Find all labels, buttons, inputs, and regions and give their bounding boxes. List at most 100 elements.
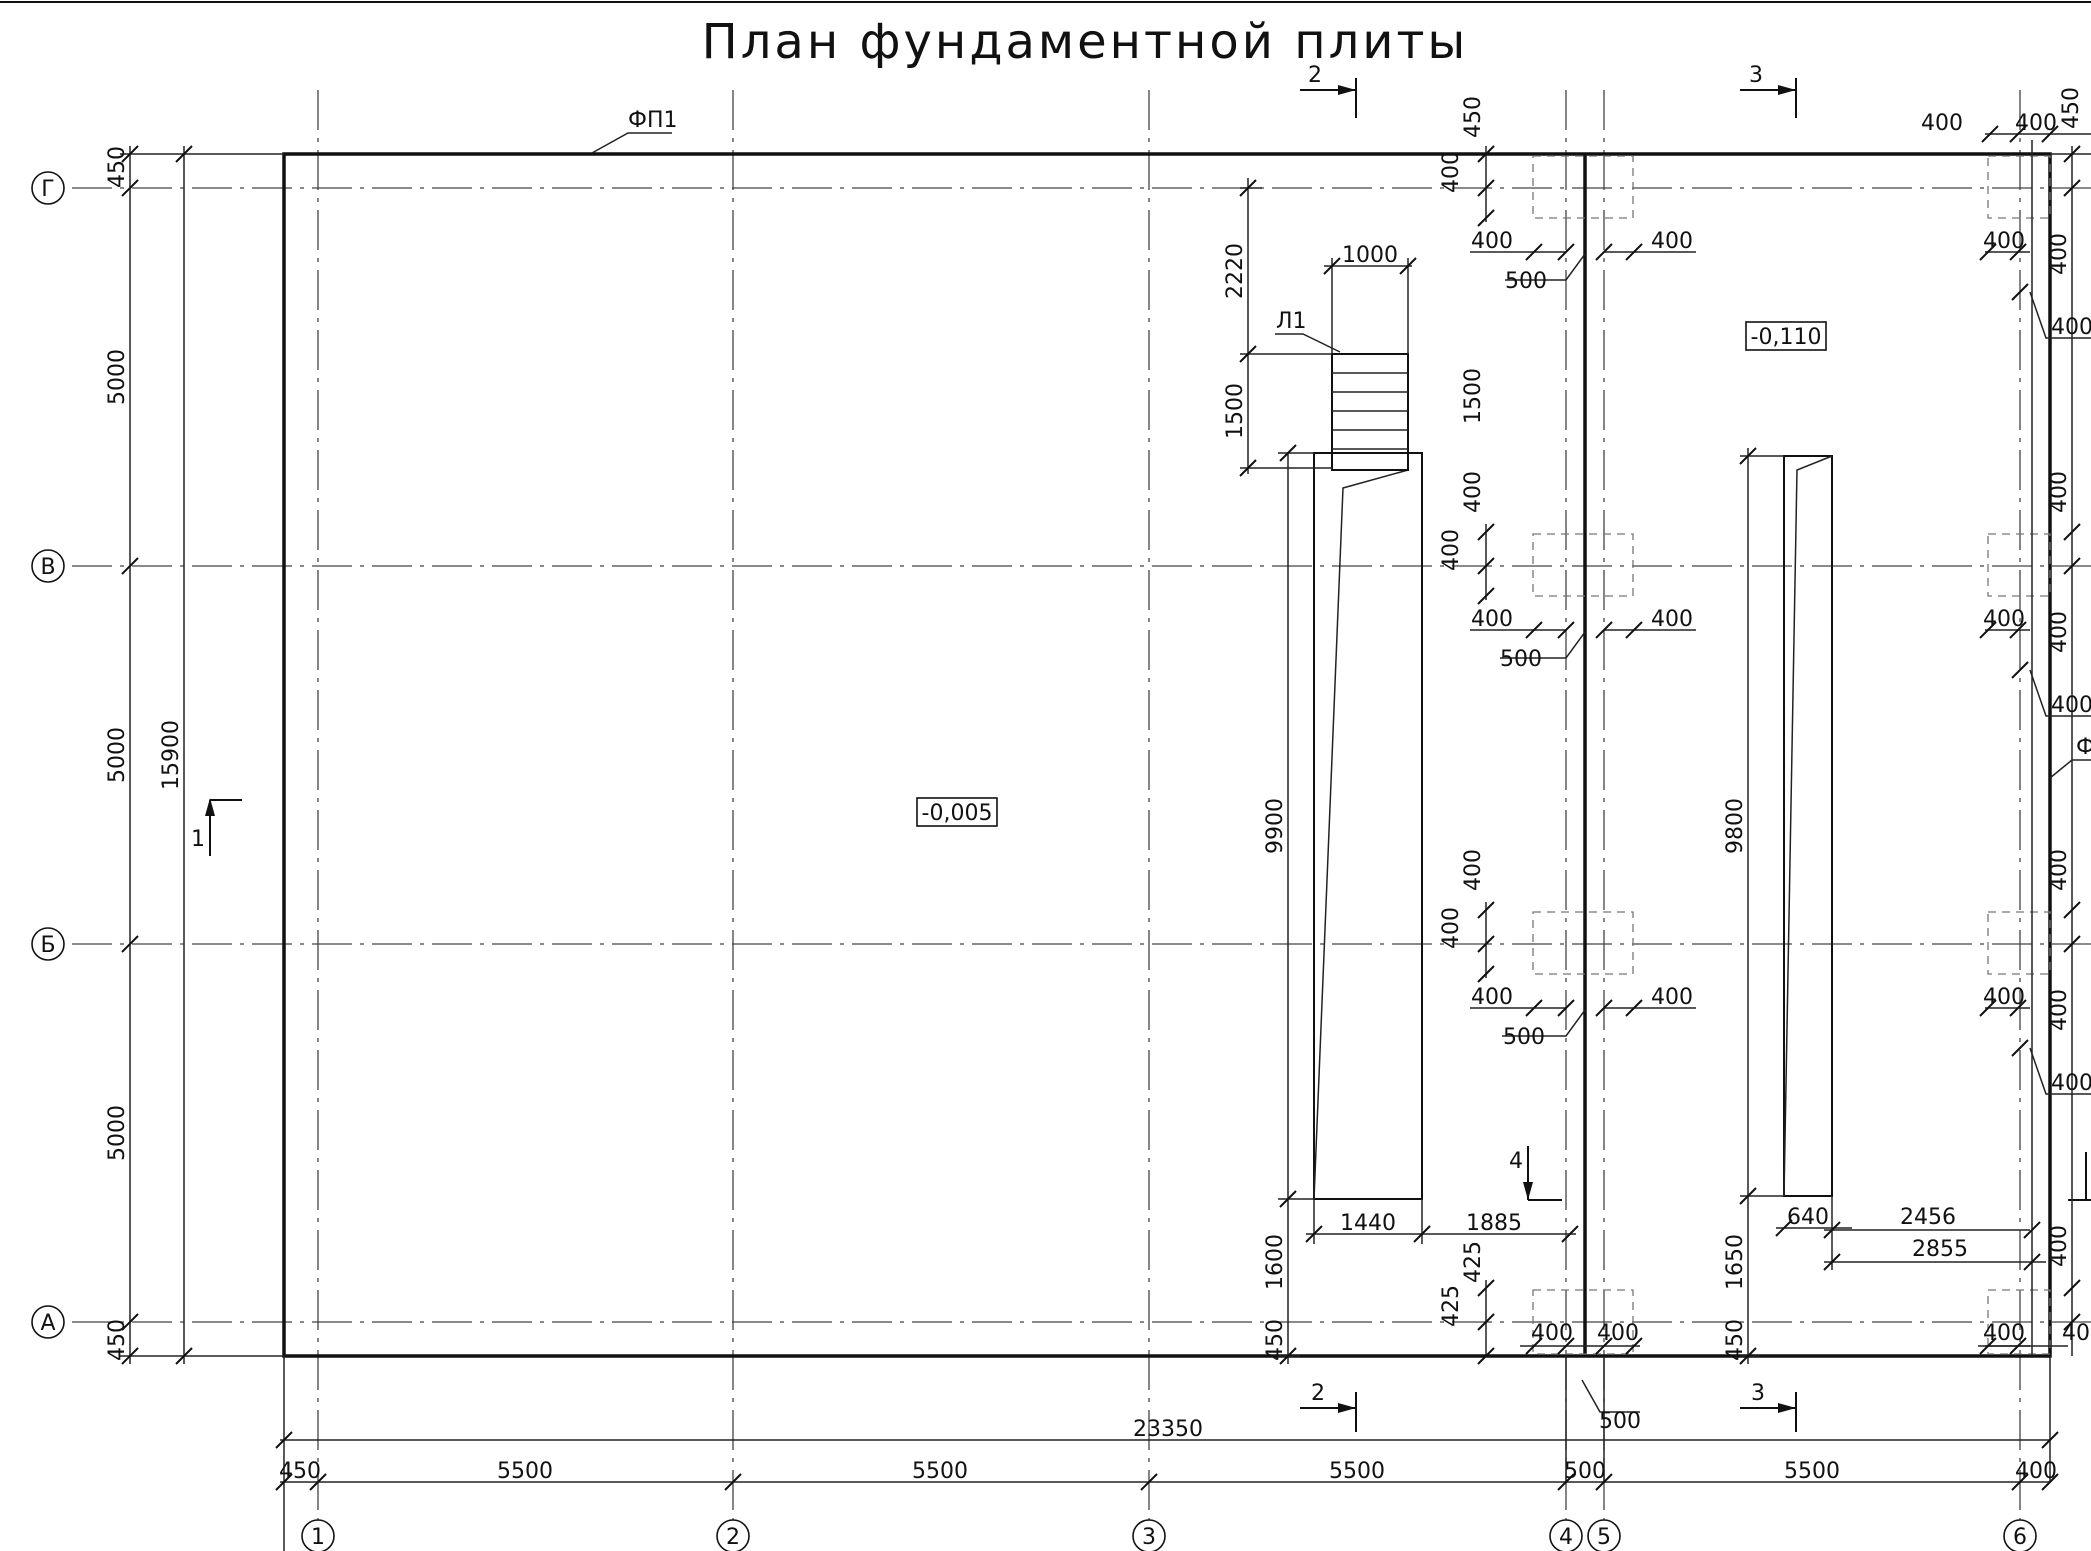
dim-5500-3-4: 5500	[1329, 1459, 1385, 1484]
dim-400-bottom-b: 400	[1597, 1321, 1639, 1346]
dim-400-v-left: 400	[1471, 607, 1513, 632]
section-1-label: 1	[191, 827, 205, 852]
dimension-ticks	[121, 125, 2081, 1491]
dimension-lines	[120, 133, 2091, 1551]
dim-425-lower: 425	[1439, 1285, 1464, 1327]
axis-bubble-G	[31, 171, 65, 205]
dim-450-pit-left: 450	[1263, 1319, 1288, 1361]
dim-400-v-edge: 400	[1983, 607, 2025, 632]
dim-425-upper: 425	[1461, 1241, 1486, 1283]
dim-400-g-left: 400	[1471, 229, 1513, 254]
dim-640: 640	[1787, 1205, 1829, 1230]
column-outline	[1987, 911, 2051, 975]
dim-400-top-right-b: 400	[2015, 111, 2057, 136]
hidden-columns	[1532, 155, 2051, 1355]
column-outline	[1987, 155, 2051, 219]
axis-label-3: 3	[1142, 1525, 1156, 1550]
dim-500-g: 500	[1505, 269, 1547, 294]
dim-5500-1-2: 5500	[497, 1459, 553, 1484]
dim-overall-23350: 23350	[1133, 1417, 1203, 1442]
dimension-texts: 23350 450 5500 5500 5500 500 5500 400 50…	[105, 87, 2091, 1484]
dim-400-leader-v: 400	[2051, 693, 2091, 718]
axis-bubbles: 1 2 3 4 5 6 Г В Б А	[31, 171, 2037, 1551]
dim-40-cut: 40	[2062, 1321, 2090, 1346]
dim-400-edge-v-up: 400	[2047, 471, 2072, 513]
dim-1650: 1650	[1723, 1234, 1748, 1290]
dim-400-bottom-a: 400	[1531, 1321, 1573, 1346]
dim-5500-5-6: 5500	[1784, 1459, 1840, 1484]
drawing-title: План фундаментной плиты	[702, 14, 1469, 70]
column-outline	[1987, 533, 2051, 597]
pit-left	[1313, 452, 1423, 1200]
dim-450-pit-right: 450	[1723, 1319, 1748, 1361]
dim-400-col-b: 400	[1439, 907, 1464, 949]
dim-400-bottom-c: 400	[1983, 1321, 2025, 1346]
dim-400-edge-v: 400	[2047, 611, 2072, 653]
axis-bubble-V	[31, 549, 65, 583]
dim-450-top-col: 450	[1461, 96, 1486, 138]
pit-left-slope	[1313, 469, 1409, 1200]
axis-label-G: Г	[41, 177, 54, 202]
grid-axes	[72, 90, 2091, 1528]
dim-450-bottom-left: 450	[105, 1319, 130, 1361]
dim-400-edge-a: 400	[2047, 1225, 2072, 1267]
stair-mark-label: Л1	[1276, 309, 1307, 334]
column-outline	[1532, 155, 1634, 219]
axis-label-A: А	[40, 1311, 55, 1336]
dim-400-col-g: 400	[1439, 151, 1464, 193]
dim-400-col-b-up: 400	[1461, 849, 1486, 891]
dim-1600: 1600	[1263, 1234, 1288, 1290]
dim-400-b-right: 400	[1651, 985, 1693, 1010]
level-main: -0,005	[922, 801, 993, 826]
dim-2855: 2855	[1912, 1237, 1968, 1262]
axis-label-1: 1	[311, 1525, 325, 1550]
axis-bubble-5	[1587, 1519, 1621, 1551]
dim-1440: 1440	[1340, 1211, 1396, 1236]
dim-400-edge-b: 400	[2047, 989, 2072, 1031]
dim-500-bottom-joint: 500	[1599, 1409, 1641, 1434]
stair-outline	[1331, 353, 1409, 471]
dim-overall-15900: 15900	[159, 720, 184, 790]
pit-right	[1783, 455, 1833, 1197]
dim-1500-left: 1500	[1223, 383, 1248, 439]
dim-400-b-edge: 400	[1983, 985, 2025, 1010]
stair-mark-leader	[1275, 333, 1341, 353]
dim-400-leader-g: 400	[2051, 315, 2091, 340]
dim-9800: 9800	[1723, 798, 1748, 854]
dim-1000: 1000	[1342, 243, 1398, 268]
dim-400-edge-g: 400	[2047, 233, 2072, 275]
level-box-right	[1745, 321, 1827, 351]
dim-5000-G-V: 5000	[105, 349, 130, 405]
dim-2456: 2456	[1900, 1205, 1956, 1230]
dim-400-g-right: 400	[1651, 229, 1693, 254]
axis-bubble-3	[1132, 1519, 1166, 1551]
axis-label-2: 2	[726, 1525, 740, 1550]
column-outline	[1532, 911, 1634, 975]
dim-450-top-left: 450	[105, 146, 130, 188]
section-3-bottom-label: 3	[1751, 1381, 1765, 1406]
axis-bubble-6	[2003, 1519, 2037, 1551]
stair-l1	[1331, 353, 1409, 471]
dim-5000-B-A: 5000	[105, 1105, 130, 1161]
axis-label-4: 4	[1559, 1525, 1573, 1550]
dim-400-right-bottom: 400	[2015, 1459, 2057, 1484]
dim-400-leader-b: 400	[2051, 1071, 2091, 1096]
dim-400-g-edge: 400	[1983, 229, 2025, 254]
dim-400-edge-b-up: 400	[2047, 849, 2072, 891]
dim-2220: 2220	[1223, 243, 1248, 299]
dim-400-col-v-up: 400	[1461, 471, 1486, 513]
plate-mark-label: ФП1	[628, 108, 677, 133]
foundation-slab-outline	[282, 152, 2052, 1358]
axis-label-6: 6	[2013, 1525, 2027, 1550]
axis-bubble-B	[31, 927, 65, 961]
level-box-main	[916, 797, 998, 827]
section-3-top-label: 3	[1749, 63, 1763, 88]
dim-500-b: 500	[1503, 1025, 1545, 1050]
axis-bubble-A	[31, 1305, 65, 1339]
plate-mark-leader	[591, 132, 672, 154]
axis-bubble-4	[1549, 1519, 1583, 1551]
dim-500-4-5: 500	[1564, 1459, 1606, 1484]
pit-right-slope	[1783, 455, 1833, 1197]
section-2-top-label: 2	[1308, 63, 1322, 88]
